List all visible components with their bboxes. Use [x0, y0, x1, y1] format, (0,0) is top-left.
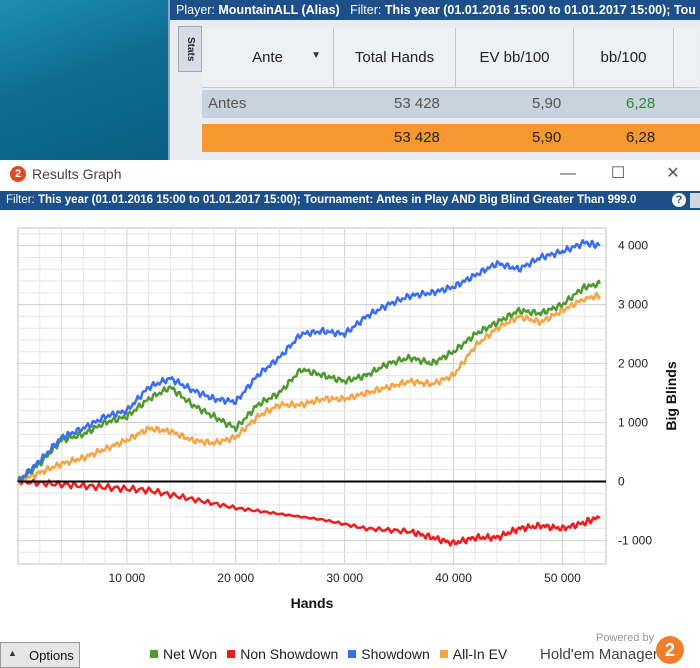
stats-column-headers: Ante ▼ Total Hands EV bb/100 bb/100 — [202, 28, 700, 88]
stats-window: Player: MountainALL (Alias) Filter: This… — [168, 0, 700, 160]
help-icon[interactable]: ? — [672, 193, 686, 207]
options-button[interactable]: ▲ Options — [0, 642, 80, 668]
column-total-hands-label: Total Hands — [354, 49, 435, 66]
table-row[interactable]: Antes 53 428 5,90 6,28 — [202, 90, 700, 118]
legend-item-all-in-ev[interactable]: All-In EV — [439, 646, 508, 662]
player-name: MountainALL (Alias) — [218, 3, 340, 17]
legend-item-showdown[interactable]: Showdown — [348, 646, 430, 662]
graph-filter-label: Filter: — [6, 194, 35, 206]
maximize-icon[interactable]: ☐ — [610, 165, 626, 182]
plot-area — [17, 227, 607, 565]
x-tick-label: 20 000 — [217, 571, 254, 585]
series-line-net-won — [16, 279, 601, 482]
window-title: Results Graph — [32, 166, 122, 182]
legend-label: Net Won — [163, 646, 218, 662]
series-line-showdown — [17, 239, 601, 482]
chart-legend: Net Won Non Showdown Showdown All-In EV — [150, 646, 507, 662]
y-tick-label: 0 — [618, 474, 625, 488]
y-tick-label: 3 000 — [618, 298, 648, 312]
legend-swatch — [150, 650, 158, 658]
options-label: Options — [29, 648, 74, 663]
brand-name: Hold'em Manager — [540, 646, 658, 663]
column-bb-label: bb/100 — [600, 49, 647, 66]
total-bb: 6,28 — [626, 129, 656, 146]
results-chart: 10 000 20 000 30 000 40 000 50 000 4 000 3 00… — [16, 227, 679, 611]
y-axis-label: Big Blinds — [663, 361, 679, 430]
chart-series — [16, 239, 601, 547]
stats-header: Player: MountainALL (Alias) Filter: This… — [170, 0, 700, 20]
desktop-background — [0, 0, 168, 160]
row-hands: 53 428 — [394, 95, 440, 112]
column-header-bb100[interactable]: bb/100 — [574, 28, 674, 88]
title-bar[interactable]: 2 Results Graph — ☐ ✕ — [0, 160, 700, 190]
row-label: Antes — [208, 95, 247, 112]
filter-label: Filter: — [350, 3, 382, 17]
close-icon[interactable]: ✕ — [666, 165, 680, 182]
x-tick-label: 30 000 — [326, 571, 363, 585]
legend-swatch — [439, 650, 448, 658]
column-header-filler — [674, 28, 698, 88]
app-logo-icon: 2 — [10, 166, 26, 182]
column-ante-label: Ante — [252, 49, 283, 66]
chevron-up-icon: ▲ — [8, 648, 17, 658]
y-tick-labels: 4 000 3 000 2 000 1 000 0 -1 000 — [618, 239, 652, 548]
column-header-total-hands[interactable]: Total Hands — [334, 28, 456, 88]
x-tick-label: 40 000 — [435, 571, 472, 585]
filter-scrollbar[interactable] — [690, 193, 700, 208]
row-bb: 6,28 — [626, 95, 656, 112]
player-label: Player: — [176, 3, 215, 17]
results-graph-window: 2 Results Graph — ☐ ✕ Filter: This year … — [0, 160, 700, 668]
series-line-non-showdown — [17, 477, 601, 547]
dropdown-arrow-icon[interactable]: ▼ — [311, 50, 321, 61]
legend-item-non-showdown[interactable]: Non Showdown — [227, 646, 338, 662]
column-header-ev-bb100[interactable]: EV bb/100 — [456, 28, 574, 88]
y-tick-label: 4 000 — [618, 239, 648, 253]
table-total-row[interactable]: 53 428 5,90 6,28 — [202, 124, 700, 152]
filter-text: This year (01.01.2016 15:00 to 01.01.201… — [384, 3, 696, 17]
brand-logo-icon: 2 — [656, 636, 684, 664]
row-ev: 5,90 — [532, 95, 562, 112]
total-ev: 5,90 — [532, 129, 562, 146]
stats-side-tab[interactable]: Stats — [178, 26, 202, 72]
minimize-icon[interactable]: — — [560, 165, 576, 182]
legend-label: Non Showdown — [240, 646, 339, 662]
legend-swatch — [348, 650, 357, 658]
x-tick-labels: 10 000 20 000 30 000 40 000 50 000 — [109, 571, 582, 585]
powered-by-label: Powered by — [596, 632, 655, 644]
x-tick-label: 50 000 — [544, 571, 581, 585]
series-line-all-in-ev — [17, 291, 601, 485]
graph-filter-text: This year (01.01.2016 15:00 to 01.01.201… — [37, 194, 637, 206]
legend-label: All-In EV — [452, 646, 508, 662]
y-tick-label: 1 000 — [618, 416, 648, 430]
column-ev-label: EV bb/100 — [479, 49, 550, 66]
legend-item-net-won[interactable]: Net Won — [150, 646, 217, 662]
y-tick-label: -1 000 — [618, 533, 652, 547]
legend-swatch — [227, 650, 236, 658]
column-header-ante[interactable]: Ante ▼ — [202, 28, 334, 88]
legend-label: Showdown — [361, 646, 430, 662]
x-tick-label: 10 000 — [109, 571, 146, 585]
x-axis-label: Hands — [291, 595, 334, 611]
graph-filter-bar: Filter: This year (01.01.2016 15:00 to 0… — [0, 191, 700, 210]
y-tick-label: 2 000 — [618, 357, 648, 371]
total-hands: 53 428 — [394, 129, 440, 146]
